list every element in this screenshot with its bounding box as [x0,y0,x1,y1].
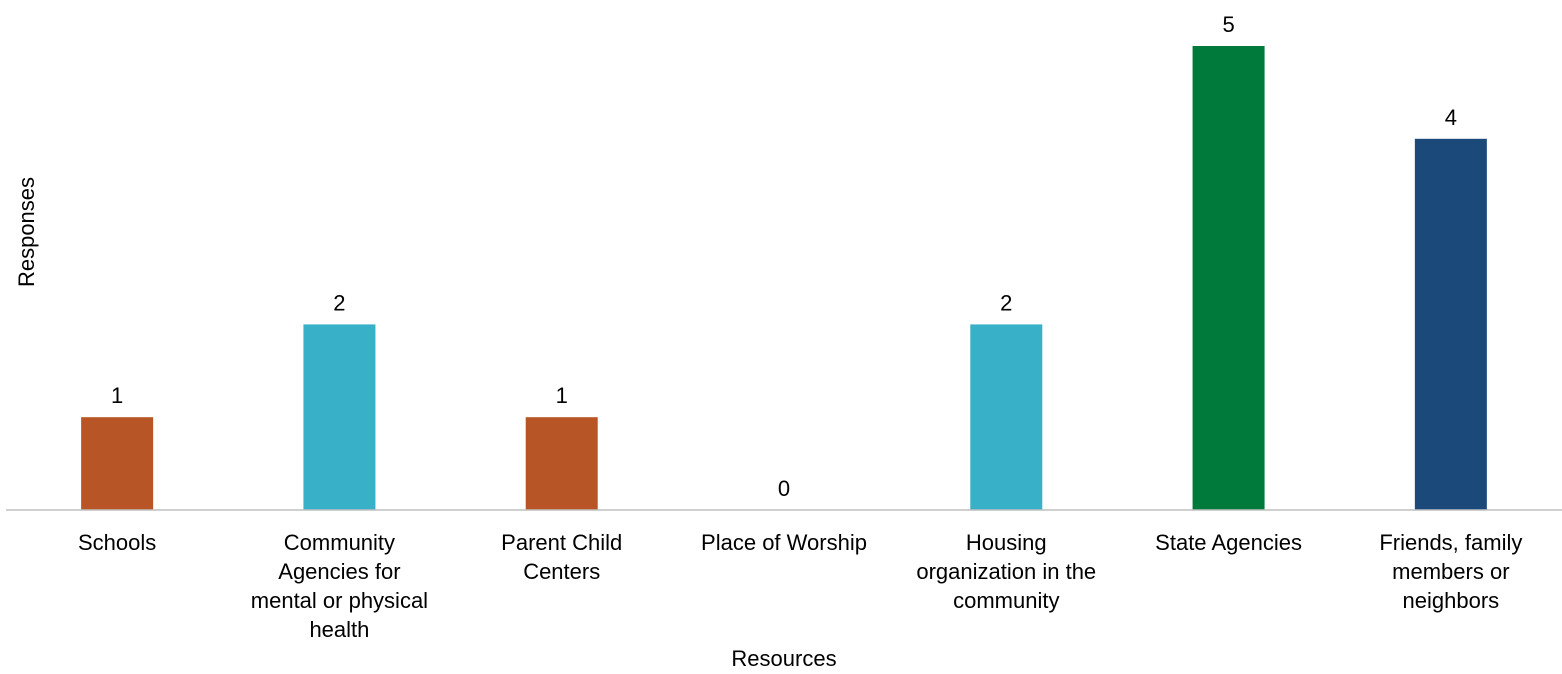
x-tick-label-2: Parent Child Centers [501,530,622,584]
x-tick-label-line: health [309,617,369,642]
x-tick-label-0: Schools [78,530,156,555]
bar-6 [1414,138,1487,511]
bar-5 [1192,46,1265,510]
x-axis-title: Resources [731,646,836,671]
x-tick-label-4: Housing organization in the community [916,530,1096,613]
x-tick-label-line: mental or physical [251,588,428,613]
x-tick-label-line: organization in the [916,559,1096,584]
x-tick-label-line: community [953,588,1059,613]
x-tick-label-line: members or [1392,559,1509,584]
x-tick-label-6: Friends, family members or neighbors [1379,530,1522,613]
value-label-3: 0 [778,476,790,501]
x-tick-label-line: Place of Worship [701,530,867,555]
x-tick-label-line: Agencies for [278,559,400,584]
x-tick-labels-group: Schools Community Agencies for mental or ph… [78,530,1522,642]
x-tick-label-line: Friends, family [1379,530,1522,555]
bars-group [81,46,1487,511]
bar-2 [525,417,598,510]
x-tick-label-line: Centers [523,559,600,584]
x-tick-label-3: Place of Worship [701,530,867,555]
x-tick-label-line: State Agencies [1155,530,1302,555]
bar-1 [303,324,376,510]
x-tick-label-1: Community Agencies for mental or physical h… [251,530,428,642]
bar-4 [970,324,1043,510]
y-axis-title: Responses [14,177,39,287]
bar-0 [81,417,154,510]
value-label-0: 1 [111,383,123,408]
x-tick-label-line: Housing [966,530,1047,555]
x-tick-label-line: neighbors [1403,588,1500,613]
value-label-5: 5 [1222,12,1234,37]
x-tick-label-line: Community [284,530,395,555]
x-tick-label-line: Schools [78,530,156,555]
value-label-4: 2 [1000,290,1012,315]
value-label-6: 4 [1445,105,1457,130]
value-labels-group: 1 2 1 0 2 5 4 [111,12,1457,501]
value-label-1: 2 [333,290,345,315]
x-tick-label-5: State Agencies [1155,530,1302,555]
x-tick-label-line: Parent Child [501,530,622,555]
value-label-2: 1 [556,383,568,408]
